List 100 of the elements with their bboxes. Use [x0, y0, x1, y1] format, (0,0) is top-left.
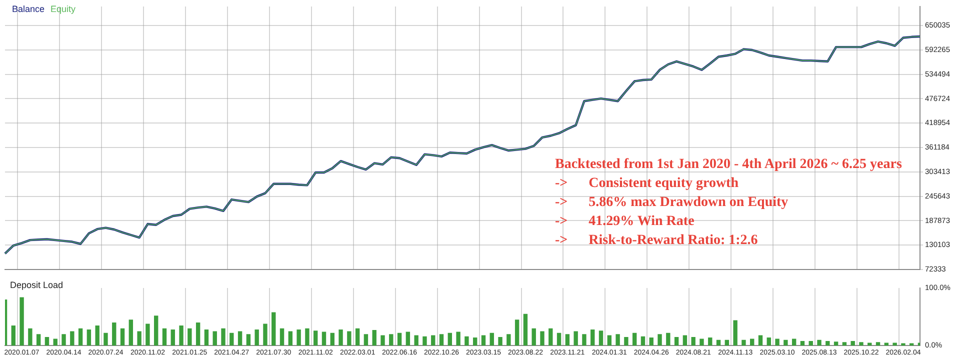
- bar: [204, 329, 209, 346]
- bar: [624, 336, 628, 346]
- bar: [112, 322, 116, 346]
- bar: [724, 340, 730, 346]
- bar: [78, 328, 83, 346]
- bar: [700, 338, 704, 346]
- bar: [448, 332, 452, 346]
- bar: [364, 334, 368, 346]
- bar: [574, 331, 578, 346]
- bar: [901, 343, 906, 346]
- bar: [481, 335, 486, 346]
- bar: [859, 342, 864, 346]
- bar: [716, 340, 721, 346]
- bar: [464, 336, 469, 346]
- bar: [422, 336, 427, 346]
- bar: [238, 331, 242, 346]
- bar: [288, 331, 293, 346]
- bar: [146, 324, 150, 346]
- bar: [598, 330, 604, 346]
- bar: [766, 338, 771, 346]
- bar: [826, 340, 830, 346]
- bar: [86, 329, 92, 346]
- bar: [640, 336, 646, 346]
- bar: [296, 329, 301, 346]
- bar: [708, 338, 712, 346]
- bar: [666, 332, 670, 346]
- bar: [431, 335, 436, 346]
- bar: [548, 328, 553, 346]
- bar: [372, 330, 376, 346]
- bar: [472, 338, 478, 346]
- bar: [632, 332, 637, 346]
- bar: [162, 328, 167, 346]
- bar: [70, 331, 74, 346]
- bar: [263, 324, 268, 346]
- bar: [758, 335, 763, 346]
- bar: [842, 342, 847, 346]
- bar: [876, 342, 880, 346]
- bar: [506, 334, 511, 346]
- bar: [154, 316, 158, 346]
- bar: [212, 331, 217, 346]
- bar: [817, 340, 822, 346]
- bar: [540, 331, 544, 346]
- bar: [230, 332, 234, 346]
- bar: [590, 329, 595, 346]
- bar: [523, 314, 528, 346]
- bar: [868, 342, 872, 346]
- bar: [347, 331, 352, 346]
- bar: [280, 328, 284, 346]
- bar: [808, 340, 813, 346]
- bar: [95, 325, 100, 346]
- bar: [389, 334, 394, 346]
- bar: [196, 322, 200, 346]
- bar: [607, 335, 612, 346]
- bar: [742, 340, 746, 346]
- bar: [582, 334, 586, 346]
- bar: [616, 334, 620, 346]
- bar: [62, 334, 66, 346]
- bar: [221, 328, 226, 346]
- annotation: Backtested from 1st Jan 2020 - 4th April 2026 ~ 6.25 years: [555, 156, 902, 174]
- bar: [456, 332, 460, 346]
- bar: [36, 334, 41, 346]
- bar: [658, 334, 662, 346]
- bar: [649, 338, 654, 346]
- text: Equity: [50, 4, 76, 14]
- annotation: -> Consistent equity growth: [555, 175, 740, 193]
- bar: [170, 329, 175, 346]
- bar: [338, 329, 343, 346]
- bar: [532, 328, 536, 346]
- bar: [892, 342, 897, 346]
- bar: [355, 328, 360, 346]
- bar: [490, 332, 494, 346]
- text: Balance: [12, 4, 45, 14]
- bar: [674, 336, 679, 346]
- annotation: -> 5.86% max Drawdown on Equity: [555, 194, 790, 212]
- bar: [330, 332, 334, 346]
- bar: [884, 342, 889, 346]
- bar: [53, 338, 58, 346]
- chart-title: Deposit Load: [10, 280, 64, 290]
- bar: [11, 325, 16, 346]
- bar: [314, 330, 318, 346]
- bar: [556, 332, 562, 346]
- bar: [305, 328, 310, 346]
- bar: [44, 336, 50, 346]
- bar: [272, 312, 276, 346]
- bar: [682, 335, 688, 346]
- bar: [397, 332, 402, 346]
- bar: [128, 320, 134, 346]
- bar: [414, 335, 418, 346]
- bar: [498, 336, 502, 346]
- bar: [850, 340, 855, 346]
- bar: [188, 328, 192, 346]
- bar: [514, 320, 520, 346]
- bar: [800, 340, 805, 346]
- bar: [322, 332, 326, 346]
- bar: [254, 329, 259, 346]
- bar: [439, 334, 444, 346]
- bar: [792, 338, 796, 346]
- bar: [246, 334, 251, 346]
- bar: [20, 297, 24, 346]
- bar: [750, 338, 754, 346]
